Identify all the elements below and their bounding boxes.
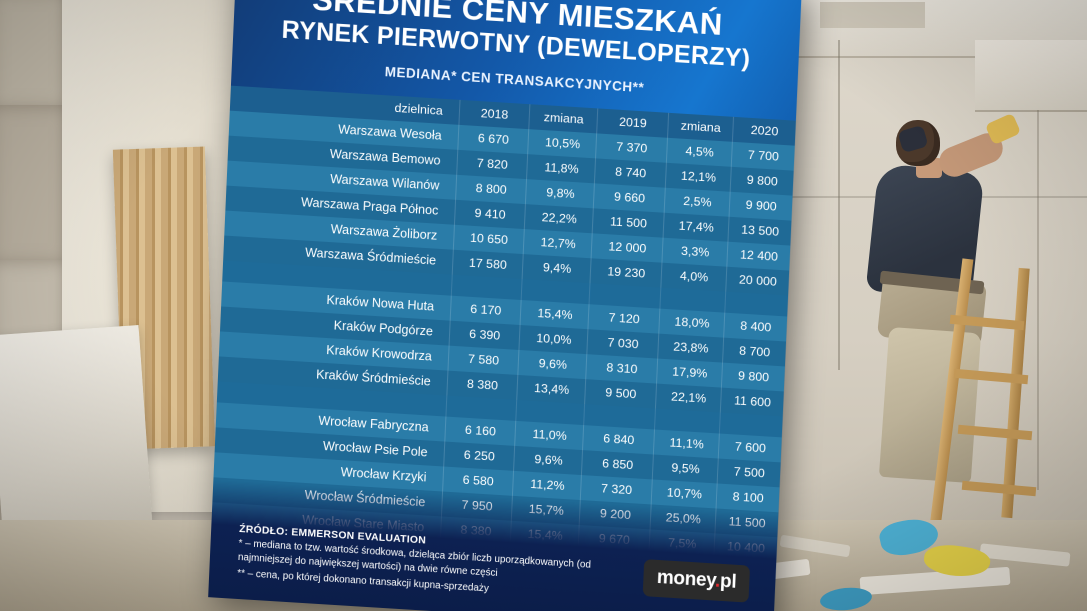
infographic-panel: ŚREDNIE CENY MIESZKAŃ RYNEK PIERWOTNY (D… [208,0,802,611]
table-value-cell: 8 700 [722,337,787,367]
table-value-cell: 9 800 [730,166,794,196]
stone-block [0,105,70,265]
infographic-panel-wrapper: ŚREDNIE CENY MIESZKAŃ RYNEK PIERWOTNY (D… [208,0,802,611]
wall-seam [838,40,840,370]
logo-wordmark: money [656,566,716,592]
soffit [975,40,1087,112]
table-value-cell: 12 400 [727,241,791,271]
logo-tld: pl [719,570,737,593]
panel-header: ŚREDNIE CENY MIESZKAŃ RYNEK PIERWOTNY (D… [232,0,802,104]
table-value-cell: 9 800 [721,362,786,392]
stone-block [0,0,70,110]
money-pl-logo[interactable]: money.pl [643,559,751,603]
table-value-cell: 13 500 [728,216,792,246]
table-value-cell: 20 000 [725,266,790,296]
footnotes: ŹRÓDŁO: EMMERSON EVALUATION * – mediana … [237,524,631,605]
table-value-cell: 8 400 [723,312,788,342]
table-value-cell: 11 600 [720,387,784,417]
table-header-cell-5: 2020 [732,116,796,146]
wall-seam [1037,110,1039,490]
table-value-cell: 9 900 [729,191,793,221]
table-value-cell: 8 100 [716,483,780,512]
table-value-cell: 7 600 [718,433,782,462]
table-value-cell: 7 700 [731,141,795,171]
table-value-cell: 7 500 [717,458,781,487]
ceiling-patch [820,2,925,28]
